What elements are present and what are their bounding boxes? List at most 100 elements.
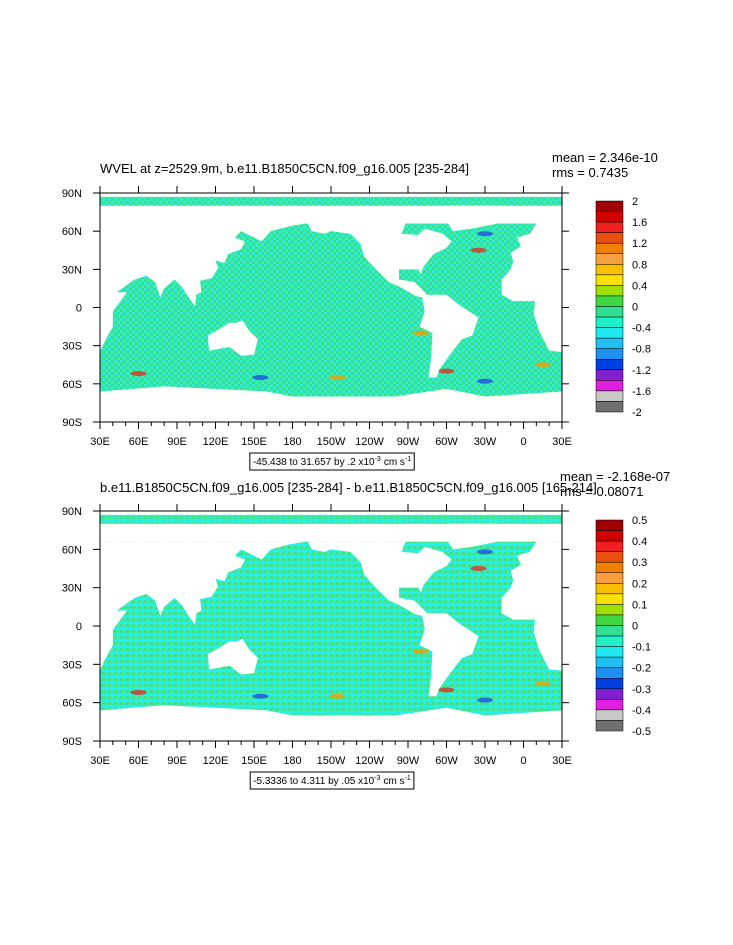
land (307, 223, 479, 378)
colorbar-box (595, 530, 624, 542)
field-extreme (477, 378, 493, 384)
lon-label: 120E (203, 436, 229, 448)
lon-label: 30E (552, 436, 572, 448)
panel-title: b.e11.B1850C5CN.f09_g16.005 [235-284] - … (100, 480, 597, 495)
field-extreme (534, 681, 551, 686)
lon-label: 120W (355, 755, 384, 767)
colorbar-label: 0.4 (632, 280, 647, 292)
lon-label: 60E (129, 436, 149, 448)
stat: rms = 0.7435 (552, 165, 628, 180)
colorbar-label: -0.1 (632, 642, 651, 654)
lat-label: 0 (76, 303, 82, 315)
colorbar-box (595, 359, 624, 371)
lon-label: 0 (520, 755, 526, 767)
field-extreme (130, 689, 147, 695)
lon-label: 60W (435, 436, 458, 448)
colorbar-label: -1.6 (632, 386, 651, 398)
info-range: -5.3336 to 4.311 by .05 x10 (253, 776, 374, 787)
lat-label: 90S (62, 417, 82, 429)
colorbar-box (595, 561, 624, 574)
field-extreme (130, 371, 147, 377)
stat: mean = 2.346e-10 (552, 150, 658, 165)
info-text: -45.438 to 31.657 by .2 x10-3 cm s-1 (253, 456, 411, 468)
stat: mean = -2.168e-07 (560, 469, 670, 484)
colorbar-box (595, 656, 624, 668)
colorbar-label: 2 (632, 196, 638, 208)
colorbar-box (595, 583, 624, 595)
lat-label: 60N (62, 544, 82, 556)
lon-label: 180 (283, 436, 301, 448)
field-extreme (470, 247, 487, 253)
colorbar-label: -0.8 (632, 344, 651, 356)
lon-label: 60E (129, 755, 149, 767)
panel-title: WVEL at z=2529.9m, b.e11.B1850C5CN.f09_g… (100, 161, 469, 176)
lat-label: 90N (62, 188, 82, 200)
colorbar-label: 0 (632, 302, 638, 314)
lat-label: 60N (62, 226, 82, 238)
land (207, 638, 258, 675)
colorbar-label: -0.3 (632, 684, 651, 696)
colorbar-box (595, 635, 624, 647)
info-exp: -3 (375, 456, 381, 463)
field-extreme (438, 687, 455, 693)
lon-label: 150W (317, 436, 346, 448)
lat-label: 30N (62, 264, 82, 276)
field-extreme (470, 566, 487, 571)
lat-label: 60S (62, 698, 82, 710)
colorbar-box (595, 285, 624, 297)
colorbar-box (595, 232, 624, 244)
colorbar-box (595, 519, 624, 531)
land (440, 523, 498, 550)
lon-label: 30W (474, 755, 497, 767)
lat-label: 90N (62, 506, 82, 518)
colorbar-box (595, 667, 624, 679)
lon-label: 150E (241, 755, 267, 767)
lon-label: 180 (283, 755, 301, 767)
info-range: -45.438 to 31.657 by .2 x10 (253, 457, 375, 468)
colorbar-box (595, 337, 624, 349)
colorbar-box (595, 390, 624, 402)
antarctic-coast (100, 386, 562, 422)
colorbar-label: 0.1 (632, 599, 647, 611)
colorbar-box (595, 678, 624, 690)
land (307, 541, 479, 697)
colorbar-box (595, 200, 624, 212)
colorbar-box (595, 380, 624, 392)
field-extreme (477, 697, 493, 703)
colorbar-label: -0.5 (632, 726, 651, 738)
colorbar-box (595, 327, 624, 339)
colorbar-box (595, 274, 624, 286)
lon-label: 30E (90, 755, 110, 767)
lon-label: 150W (317, 755, 346, 767)
colorbar-box (595, 211, 624, 223)
field-extreme (252, 374, 269, 380)
lon-label: 30W (474, 436, 497, 448)
colorbar-box (595, 551, 624, 563)
land (100, 541, 306, 671)
lon-label: 60W (435, 755, 458, 767)
colorbar-label: 0.4 (632, 536, 647, 548)
lat-label: 30N (62, 583, 82, 595)
lon-label: 120W (355, 436, 384, 448)
stat: rms = 0.08071 (560, 484, 643, 499)
lon-label: 120E (203, 755, 229, 767)
field-extreme (329, 693, 346, 699)
colorbar-box (595, 221, 624, 233)
colorbar-label: 1.6 (632, 217, 647, 229)
info-unit: cm s (383, 776, 404, 787)
colorbar-box (595, 709, 624, 721)
colorbar-box (595, 316, 624, 328)
field-extreme (477, 231, 493, 237)
info-box (249, 771, 415, 790)
field-extreme (412, 330, 429, 336)
land (207, 320, 258, 356)
lon-label: 30E (552, 755, 572, 767)
colorbar-box (595, 646, 624, 658)
colorbar-box (595, 401, 624, 413)
colorbar-label: -1.2 (632, 365, 651, 377)
field-extreme (329, 374, 346, 380)
lon-label: 90W (397, 755, 420, 767)
colorbar-box (595, 572, 624, 584)
info-exp: -3 (374, 775, 380, 782)
